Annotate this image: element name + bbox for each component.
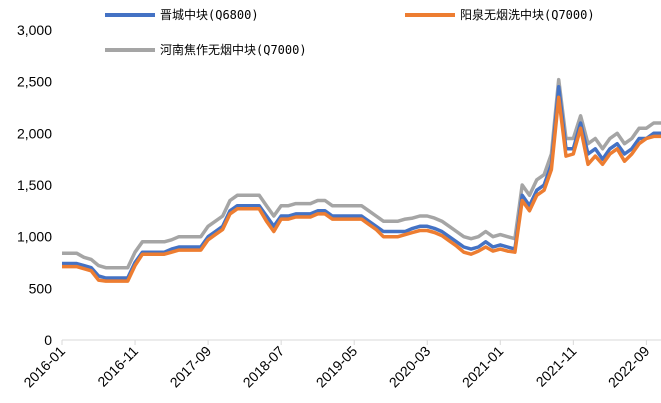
y-tick-label: 2,000 <box>17 125 52 141</box>
y-tick-label: 1,000 <box>17 229 52 245</box>
legend-label: 阳泉无烟洗中块(Q7000) <box>460 7 595 22</box>
series-line <box>62 95 661 283</box>
series-line <box>62 77 661 270</box>
x-tick-label: 2021-01 <box>459 343 507 391</box>
x-tick-label: 2021-11 <box>533 343 580 390</box>
x-tick-label: 2017-09 <box>167 343 215 391</box>
y-tick-label: 3,000 <box>17 22 52 38</box>
x-tick-label: 2018-07 <box>240 343 288 391</box>
x-tick-label: 2016-11 <box>94 343 141 390</box>
y-tick-label: 0 <box>44 332 52 348</box>
y-tick-label: 1,500 <box>17 177 52 193</box>
x-tick-label: 2020-03 <box>386 343 434 391</box>
x-tick-label: 2016-01 <box>20 343 68 391</box>
series-line <box>62 85 661 280</box>
x-tick-label: 2019-05 <box>313 343 361 391</box>
legend-label: 河南焦作无烟中块(Q7000) <box>160 42 307 57</box>
y-tick-label: 500 <box>29 280 53 296</box>
y-tick-label: 2,500 <box>17 74 52 90</box>
x-tick-label: 2022-09 <box>605 343 653 391</box>
legend-label: 晋城中块(Q6800) <box>160 7 259 22</box>
